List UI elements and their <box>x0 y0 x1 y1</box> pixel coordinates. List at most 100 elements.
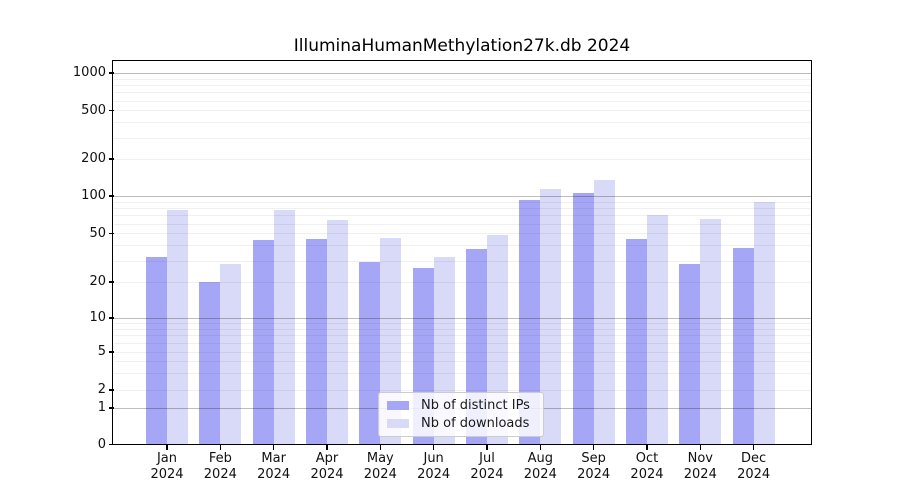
gridline-minor <box>113 223 811 225</box>
y-axis-tick-label: 0 <box>97 436 106 452</box>
x-tick-mark <box>753 445 755 450</box>
gridline-minor <box>113 208 811 210</box>
gridline-minor <box>113 215 811 217</box>
plot-area <box>113 60 811 445</box>
legend-label-downloads: Nb of downloads <box>421 415 530 431</box>
x-tick-mark <box>219 445 221 450</box>
x-axis-tick-label: Jul 2024 <box>455 451 519 483</box>
x-axis-tick-label: Feb 2024 <box>188 451 252 483</box>
bar-distinct-ips <box>252 240 274 445</box>
bar-distinct-ips <box>519 200 541 445</box>
x-tick-month: Nov <box>687 451 713 466</box>
bar-distinct-ips <box>625 239 647 445</box>
x-tick-month: Feb <box>208 451 232 466</box>
gridline-major <box>113 195 811 197</box>
x-tick-mark <box>433 445 435 450</box>
y-tick-mark <box>109 443 114 446</box>
x-tick-month: Apr <box>315 451 339 466</box>
legend-item-downloads: Nb of downloads <box>387 415 537 432</box>
gridline-minor <box>113 122 811 124</box>
gridline-minor <box>113 281 811 283</box>
legend-item-distinct-ips: Nb of distinct IPs <box>387 397 537 414</box>
x-axis-tick-label: Apr 2024 <box>295 451 359 483</box>
gridline-major <box>113 317 811 319</box>
x-tick-month: Oct <box>635 451 659 466</box>
x-tick-year: 2024 <box>150 467 184 482</box>
x-tick-year: 2024 <box>417 467 451 482</box>
y-tick-mark <box>109 317 114 319</box>
x-tick-year: 2024 <box>203 467 237 482</box>
y-axis-tick-label: 1 <box>97 400 106 415</box>
legend-swatch-downloads <box>387 418 409 428</box>
bar-downloads <box>220 264 242 445</box>
y-tick-mark <box>109 281 114 283</box>
gridline-minor <box>113 373 811 375</box>
legend-label-distinct-ips: Nb of distinct IPs <box>421 398 530 414</box>
x-tick-mark <box>646 445 648 450</box>
x-tick-year: 2024 <box>363 467 397 482</box>
gridline-minor <box>113 137 811 139</box>
x-axis-tick-label: Sep 2024 <box>562 451 626 483</box>
x-tick-month: Aug <box>527 451 553 466</box>
x-axis-tick-label: Mar 2024 <box>242 451 306 483</box>
bar-distinct-ips <box>572 193 594 445</box>
y-axis-tick-label: 10 <box>89 310 106 325</box>
x-tick-month: Mar <box>261 451 286 466</box>
x-tick-mark <box>379 445 381 450</box>
x-tick-year: 2024 <box>310 467 344 482</box>
y-axis-tick-label: 20 <box>89 274 106 289</box>
gridline-minor <box>113 361 811 363</box>
gridline-minor <box>113 351 811 353</box>
bar-distinct-ips <box>199 281 221 445</box>
bar-downloads <box>167 210 188 445</box>
x-axis-tick-label: Oct 2024 <box>615 451 679 483</box>
bar-distinct-ips <box>732 248 754 445</box>
x-axis-tick-label: Jun 2024 <box>402 451 466 483</box>
gridline-minor <box>113 260 811 262</box>
gridline-major <box>113 72 811 74</box>
bar-downloads <box>753 201 775 445</box>
bar-distinct-ips <box>359 262 381 445</box>
gridline-minor <box>113 110 811 112</box>
x-tick-mark <box>539 445 541 450</box>
gridline-minor <box>113 100 811 102</box>
legend: Nb of distinct IPs Nb of downloads <box>378 392 544 437</box>
gridline-minor <box>113 92 811 94</box>
gridline-minor <box>113 323 811 325</box>
x-tick-mark <box>593 445 595 450</box>
chart-title: IlluminaHumanMethylation27k.db 2024 <box>293 36 631 56</box>
bar-downloads <box>646 214 668 445</box>
bar-downloads <box>540 188 562 445</box>
y-tick-mark <box>109 389 114 391</box>
bar-downloads <box>273 210 295 445</box>
gridline-minor <box>113 335 811 337</box>
x-tick-month: Dec <box>741 451 767 466</box>
y-axis-tick-label: 50 <box>89 225 106 241</box>
x-tick-month: Jun <box>423 451 444 466</box>
bar-distinct-ips <box>146 257 167 445</box>
y-axis-tick-label: 5 <box>97 344 106 359</box>
bar-downloads <box>326 220 348 445</box>
gridline-minor <box>113 233 811 235</box>
y-tick-mark <box>109 351 114 353</box>
x-tick-mark <box>699 445 701 450</box>
gridline-minor <box>113 328 811 330</box>
x-tick-month: Jul <box>479 451 495 466</box>
y-axis-tick-label: 2 <box>97 382 106 397</box>
bar-distinct-ips <box>305 239 327 445</box>
y-tick-mark <box>109 407 114 409</box>
y-tick-mark <box>109 195 114 197</box>
x-tick-year: 2024 <box>683 467 717 482</box>
x-tick-year: 2024 <box>257 467 291 482</box>
bar-downloads <box>700 219 722 445</box>
x-tick-mark <box>326 445 328 450</box>
x-tick-month: Jan <box>156 451 178 466</box>
bar-downloads <box>593 179 615 445</box>
y-tick-mark <box>109 109 114 112</box>
y-axis-tick-label: 200 <box>81 151 106 166</box>
x-tick-mark <box>273 445 275 450</box>
gridline-minor <box>113 343 811 345</box>
x-tick-year: 2024 <box>577 467 611 482</box>
bar-downloads <box>486 234 508 445</box>
